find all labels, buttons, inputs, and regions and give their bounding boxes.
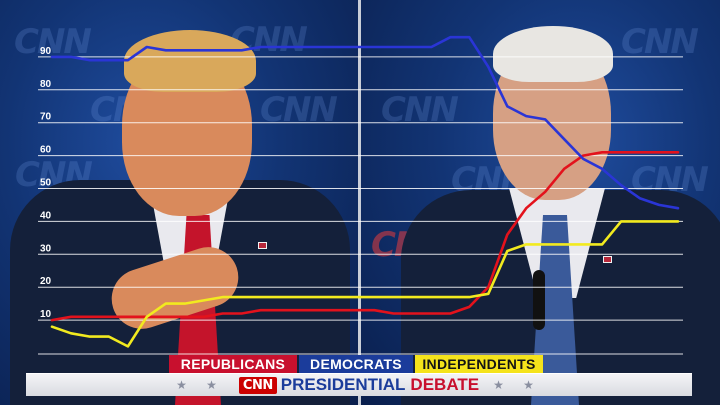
series-lines: [50, 35, 680, 348]
flag-pin: [603, 256, 612, 263]
y-tick-label: 20: [40, 276, 52, 287]
cnn-watermark: CNN: [621, 22, 699, 62]
y-tick-label: 40: [40, 210, 52, 221]
y-tick-label: 70: [40, 112, 52, 123]
legend-independents: INDEPENDENTS: [415, 355, 543, 373]
cnn-watermark: CNN: [381, 90, 459, 130]
y-axis-ticks: 10 20 30 40 50 60 70 80 90: [40, 46, 52, 320]
debate-banner: ★ ★ CNN PRESIDENTIAL DEBATE ★ ★: [26, 373, 692, 396]
banner-title-debate: DEBATE: [410, 375, 480, 394]
legend-republicans: REPUBLICANS: [169, 355, 297, 373]
lower-third: REPUBLICANS DEMOCRATS INDEPENDENTS ★ ★ C…: [0, 353, 720, 405]
y-tick-label: 10: [40, 309, 52, 320]
y-tick-label: 80: [40, 79, 52, 90]
series-line-independents: [50, 220, 680, 348]
cnn-watermark: CNN: [260, 90, 338, 130]
split-screen-divider: [358, 0, 361, 405]
y-tick-label: 90: [40, 46, 52, 57]
star-decoration-left: ★ ★: [176, 378, 225, 392]
y-tick-label: 50: [40, 178, 52, 189]
hair: [493, 26, 613, 82]
cnn-watermark: CNN: [14, 22, 92, 62]
star-decoration-right: ★ ★: [493, 378, 542, 392]
hair: [124, 30, 256, 92]
microphone: [533, 270, 545, 330]
gridlines: [38, 56, 683, 355]
flag-pin: [258, 242, 267, 249]
y-tick-label: 30: [40, 243, 52, 254]
series-line-republicans: [50, 151, 680, 322]
series-line-democrats: [50, 35, 680, 210]
banner-title-presidential: PRESIDENTIAL: [280, 375, 406, 394]
legend-democrats: DEMOCRATS: [299, 355, 413, 373]
legend: REPUBLICANS DEMOCRATS INDEPENDENTS: [169, 355, 545, 373]
cnn-logo: CNN: [238, 376, 277, 394]
y-tick-label: 60: [40, 145, 52, 156]
